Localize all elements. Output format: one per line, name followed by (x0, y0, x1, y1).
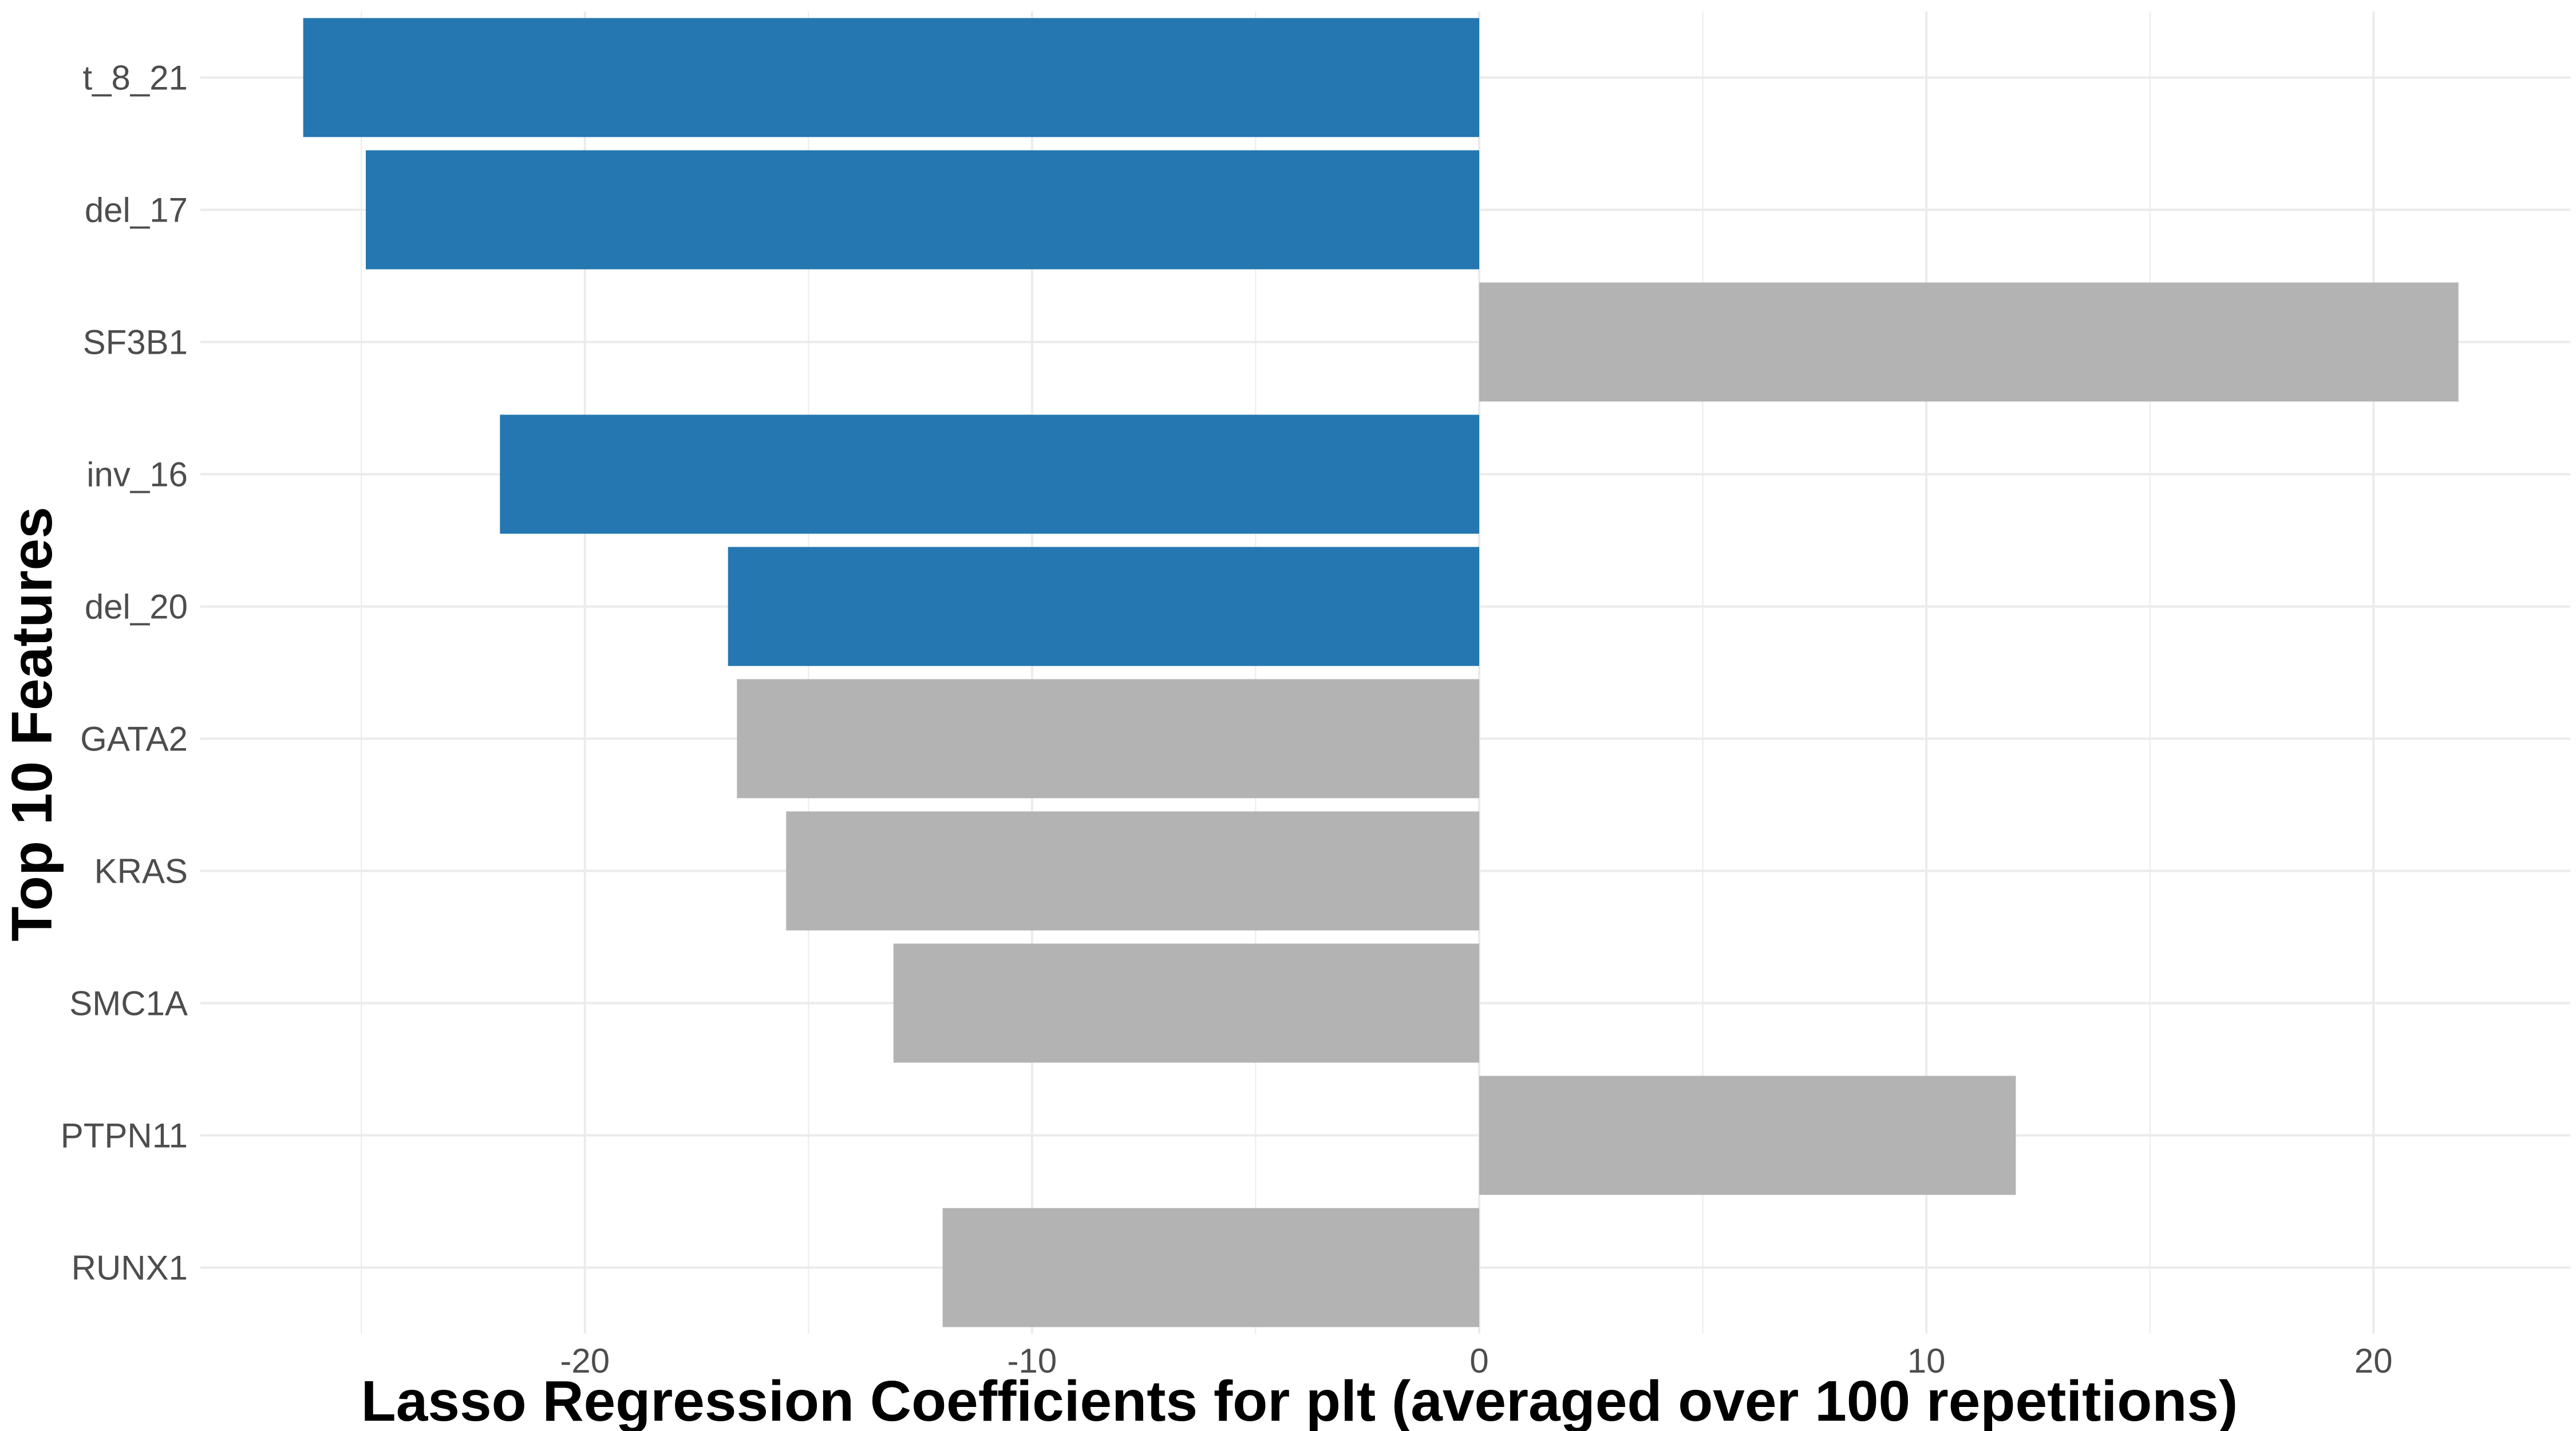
y-axis-title: Top 10 Features (0, 507, 64, 941)
x-tick-label: 0 (1469, 1342, 1488, 1380)
bar-del-20 (728, 547, 1480, 666)
x-tick-label: -10 (1008, 1342, 1057, 1380)
x-tick-label: -20 (560, 1342, 610, 1380)
x-axis-tick-labels: -20 -10 0 10 20 (560, 1342, 2392, 1380)
bar-ptpn11 (1479, 1076, 2016, 1195)
bar-kras (786, 811, 1480, 931)
y-tick-label: PTPN11 (61, 1117, 188, 1155)
y-tick-label: SF3B1 (83, 323, 188, 362)
y-tick-label: KRAS (94, 852, 188, 891)
y-axis-tick-labels: t_8_21 del_17 SF3B1 inv_16 del_20 GATA2 KRAS SM… (61, 59, 188, 1287)
bar-sf3b1 (1479, 282, 2459, 402)
y-tick-label: GATA2 (80, 720, 188, 758)
bar-del-17 (366, 150, 1480, 270)
x-axis-title: Lasso Regression Coefficients for plt (a… (361, 1369, 2238, 1431)
bar-smc1a (893, 943, 1480, 1063)
y-tick-label: del_17 (85, 191, 188, 230)
y-tick-label: RUNX1 (72, 1249, 188, 1287)
y-tick-label: t_8_21 (82, 59, 188, 97)
bars (303, 18, 2459, 1327)
bar-t-8-21 (303, 18, 1480, 137)
bar-inv-16 (500, 414, 1480, 534)
bar-runx1 (942, 1208, 1480, 1327)
y-tick-label: del_20 (85, 588, 188, 626)
x-tick-label: 20 (2354, 1342, 2393, 1380)
y-tick-label: SMC1A (69, 985, 188, 1023)
x-tick-label: 10 (1907, 1342, 1946, 1380)
y-tick-label: inv_16 (86, 456, 188, 494)
bar-gata2 (737, 679, 1480, 798)
